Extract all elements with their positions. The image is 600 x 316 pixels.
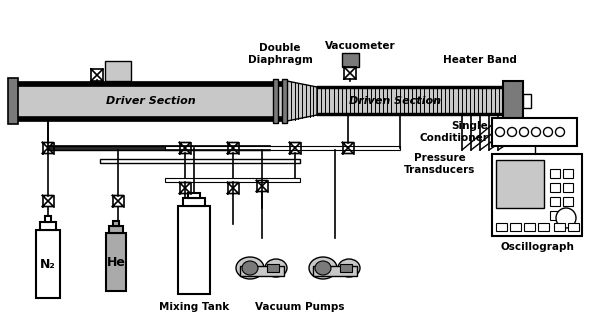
Bar	[496, 160, 544, 208]
Bar	[313, 266, 357, 276]
Bar	[563, 169, 573, 178]
Bar	[510, 223, 521, 231]
Bar	[550, 183, 560, 192]
Bar	[188, 193, 200, 198]
Circle shape	[556, 127, 565, 137]
Text: Mixing Tank: Mixing Tank	[159, 302, 229, 312]
Bar	[113, 221, 119, 226]
Bar	[267, 264, 279, 272]
Bar	[342, 53, 359, 67]
Text: Oscillograph: Oscillograph	[500, 242, 574, 252]
Bar	[563, 211, 573, 220]
Text: Vacuometer: Vacuometer	[325, 41, 395, 51]
Bar	[48, 146, 270, 150]
Bar	[100, 159, 300, 163]
Polygon shape	[287, 81, 317, 121]
Bar	[178, 206, 210, 294]
Bar	[317, 87, 503, 115]
Text: Vacuum Pumps: Vacuum Pumps	[255, 302, 345, 312]
Bar	[568, 223, 579, 231]
Circle shape	[544, 127, 553, 137]
Ellipse shape	[315, 261, 331, 275]
Bar	[563, 183, 573, 192]
Bar	[550, 197, 560, 206]
Bar	[492, 154, 582, 236]
Bar	[106, 233, 126, 291]
Circle shape	[508, 127, 517, 137]
Circle shape	[556, 208, 576, 228]
Bar	[183, 198, 205, 206]
Ellipse shape	[338, 259, 360, 277]
Bar	[550, 211, 560, 220]
Bar	[8, 78, 18, 124]
Bar	[550, 169, 560, 178]
Text: N₂: N₂	[40, 258, 56, 270]
Bar	[273, 79, 278, 123]
Bar	[282, 79, 287, 123]
Text: Driven Section: Driven Section	[349, 96, 441, 106]
Text: Heater Band: Heater Band	[443, 55, 517, 65]
Bar	[524, 223, 535, 231]
Bar	[496, 223, 507, 231]
Text: Pressure
Transducers: Pressure Transducers	[404, 153, 476, 175]
Circle shape	[532, 127, 541, 137]
Bar	[18, 116, 283, 121]
Bar	[563, 197, 573, 206]
Bar	[36, 230, 60, 298]
Circle shape	[520, 127, 529, 137]
Ellipse shape	[265, 259, 287, 277]
Text: He: He	[107, 256, 125, 269]
Bar	[105, 61, 131, 81]
Ellipse shape	[236, 257, 264, 279]
Bar	[18, 81, 283, 86]
Bar	[45, 216, 51, 222]
Text: Single
Conditioner: Single Conditioner	[419, 121, 488, 143]
Bar	[165, 178, 300, 182]
Text: Double
Diaphragm: Double Diaphragm	[248, 43, 313, 64]
Bar	[109, 226, 123, 233]
Ellipse shape	[242, 261, 258, 275]
Bar	[165, 146, 400, 150]
Bar	[18, 86, 283, 116]
Bar	[554, 223, 565, 231]
Bar	[503, 81, 523, 121]
Bar	[240, 266, 284, 276]
Text: Driver Section: Driver Section	[106, 96, 196, 106]
Bar	[492, 118, 577, 146]
Bar	[340, 264, 352, 272]
Bar	[40, 222, 56, 230]
Circle shape	[496, 127, 505, 137]
Bar	[523, 94, 531, 108]
Bar	[317, 86, 503, 89]
Bar	[317, 113, 503, 116]
Ellipse shape	[309, 257, 337, 279]
Bar	[538, 223, 549, 231]
